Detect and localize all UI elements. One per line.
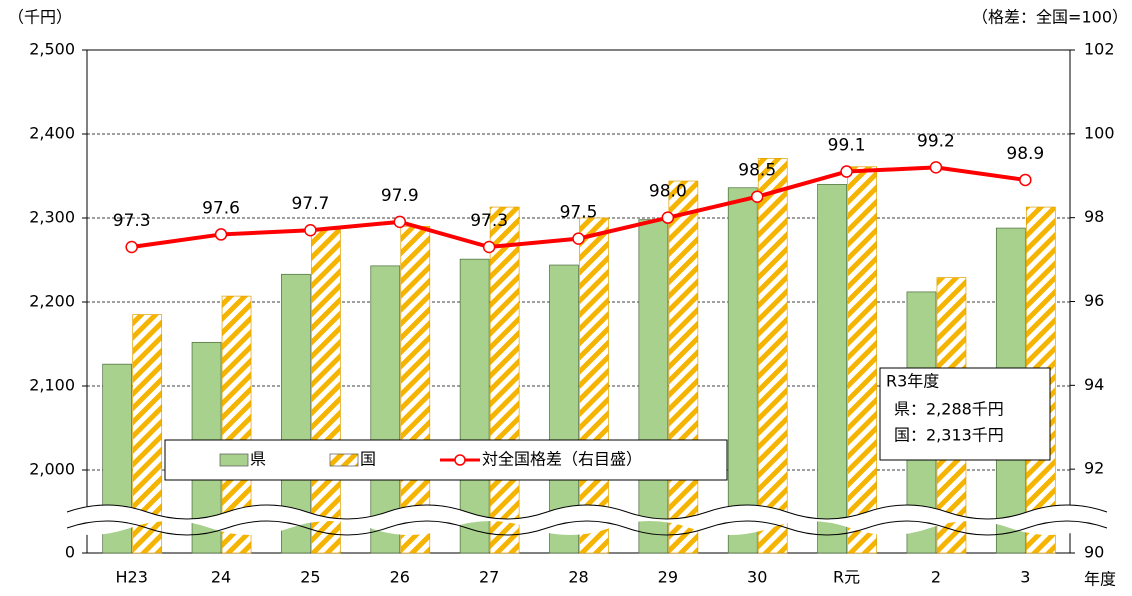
y-tick-label: 0 [65,543,75,562]
bar [459,258,490,554]
line-marker [661,211,675,224]
line-marker [929,161,943,174]
line-marker [214,228,228,241]
line-marker [840,165,853,178]
data-label: 97.6 [202,198,240,218]
x-tick-label: 2 [931,568,941,587]
y2-tick-label: 102 [1084,40,1115,59]
annotation-title: R3年度 [886,372,939,391]
data-label: 98.5 [738,161,776,181]
data-label: 97.3 [470,211,508,231]
annotation-line: 国：2,313千円 [894,426,1004,445]
y-tick-label: 2,100 [29,376,75,395]
data-label: 97.7 [291,194,329,214]
bar [668,180,699,554]
bar [817,184,847,554]
line-marker [393,215,407,229]
legend-label: 県 [250,450,266,469]
y-tick-label: 2,300 [29,208,75,227]
bar [757,158,788,554]
x-tick-label: 28 [568,568,588,587]
bar [489,206,520,554]
x-label: 年度 [1084,570,1116,589]
y-tick-label: 2,200 [29,292,75,311]
bar [727,187,758,554]
bar [638,219,669,554]
line-marker [482,240,496,254]
line-marker [304,223,317,237]
axis-break-line [66,520,1108,536]
y2-tick-label: 94 [1084,375,1104,394]
axis-break [50,505,1107,535]
bar [847,166,877,554]
bar [400,226,431,554]
data-label: 97.9 [381,186,419,206]
x-tick-label: R元 [833,568,860,587]
legend-swatch [329,453,359,467]
annotation-box [879,367,1051,461]
annotation-line: 県：2,288千円 [894,400,1004,419]
legend-label: 対全国格差（右目盛） [482,450,642,469]
legend-label: 国 [360,450,376,469]
bar [370,265,401,554]
x-tick-label: 25 [300,568,320,587]
x-tick-label: 29 [658,568,678,587]
y2-tick-label: 100 [1084,123,1115,142]
data-label: 97.5 [560,203,598,223]
y-tick-label: 2,400 [29,124,75,143]
y-unit: （千円） [8,8,72,27]
line-marker [750,190,764,203]
y2-unit: （格差：全国=100） [972,8,1128,27]
x-tick-label: 30 [747,568,767,587]
y2-tick-label: 98 [1084,207,1104,226]
x-tick-label: 27 [479,568,499,587]
bar [311,229,341,554]
bar [579,217,609,554]
y2-tick-label: 92 [1084,459,1104,478]
data-label: 99.2 [917,131,955,151]
y2-tick-label: 96 [1084,291,1104,310]
x-tick-label: H23 [115,568,147,587]
x-tick-label: 26 [390,568,410,587]
y-tick-label: 2,500 [29,40,75,59]
line-marker [1019,173,1032,187]
bar [549,264,579,554]
y2-tick-label: 90 [1084,543,1104,562]
data-label: 98.0 [649,182,687,202]
line-marker [572,232,585,245]
x-tick-label: 24 [211,568,231,587]
line-marker [125,240,138,254]
data-label: 97.3 [113,211,151,231]
legend-swatch [219,453,249,467]
y-tick-label: 2,000 [29,460,75,479]
axis-break-line [66,504,1108,520]
data-label: 98.9 [1006,144,1044,164]
data-label: 99.1 [828,136,866,156]
x-tick-label: 3 [1020,568,1030,587]
legend-marker [454,454,466,466]
